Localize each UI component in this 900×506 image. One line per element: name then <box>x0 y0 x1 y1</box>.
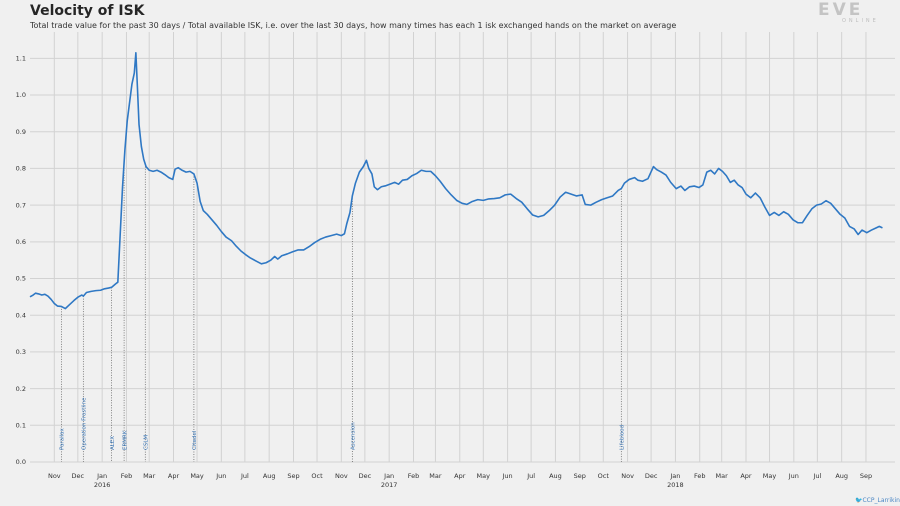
velocity-series-line <box>29 52 883 310</box>
event-label: Operation Frostline <box>82 397 88 450</box>
event-label: CSLM <box>143 435 149 450</box>
x-tick-label: Aug <box>549 472 562 480</box>
x-tick-label: Jul <box>240 472 249 480</box>
x-tick-label: Apr <box>454 472 466 480</box>
eve-online-logo: EVE <box>818 0 864 20</box>
x-tick-label: Jan <box>669 472 680 480</box>
x-tick-label: Jan <box>383 472 394 480</box>
x-tick-label: May <box>763 472 777 480</box>
x-tick-label: Feb <box>121 472 133 480</box>
y-tick-label: 0.2 <box>16 385 26 393</box>
event-label: Parallax <box>60 428 66 450</box>
x-tick-label: Apr <box>168 472 180 480</box>
author-credit-text: CCP_Larrikin <box>862 497 900 504</box>
y-tick-label: 1.0 <box>16 91 26 99</box>
x-tick-label: Nov <box>621 472 634 480</box>
x-tick-label: Jun <box>788 472 799 480</box>
x-tick-label: Mar <box>143 472 156 480</box>
y-tick-label: 0.1 <box>16 422 26 430</box>
y-tick-label: 0.8 <box>16 165 26 173</box>
x-tick-label: Oct <box>311 472 323 480</box>
x-tick-label: Jun <box>502 472 513 480</box>
y-tick-label: 0.9 <box>16 128 26 136</box>
x-tick-label: Sep <box>574 472 586 480</box>
x-tick-label: Dec <box>645 472 658 480</box>
x-year-label: 2017 <box>381 481 398 489</box>
event-label: Lifeblood <box>620 425 626 450</box>
event-label: Citadel <box>192 430 198 450</box>
eve-online-logo-subtext: ONLINE <box>842 18 879 24</box>
x-year-label: 2018 <box>667 481 684 489</box>
y-tick-label: 0.0 <box>16 458 26 466</box>
x-tick-label: Jan <box>96 472 107 480</box>
x-tick-label: Jun <box>215 472 226 480</box>
x-tick-label: Oct <box>598 472 610 480</box>
event-label: ERMRK <box>122 430 128 450</box>
event-label: ALEX <box>110 436 116 450</box>
x-tick-label: Feb <box>694 472 706 480</box>
author-credit: 🐦CCP_Larrikin <box>855 497 900 504</box>
chart-subtitle: Total trade value for the past 30 days /… <box>30 21 677 30</box>
x-tick-label: Sep <box>860 472 872 480</box>
x-year-label: 2016 <box>94 481 111 489</box>
y-tick-label: 0.3 <box>16 348 26 356</box>
x-tick-label: Mar <box>716 472 729 480</box>
y-tick-label: 0.6 <box>16 238 26 246</box>
x-tick-label: Feb <box>408 472 420 480</box>
x-tick-label: Aug <box>835 472 848 480</box>
y-tick-label: 1.1 <box>16 55 26 63</box>
horizontal-grid <box>30 57 895 463</box>
series-layer <box>29 52 883 310</box>
x-tick-label: Nov <box>335 472 348 480</box>
y-axis: 0.0 0.1 0.2 0.3 0.4 0.5 0.6 0.7 0.8 0.9 1.0 1.1 <box>16 55 26 467</box>
event-label: Ascension <box>351 422 357 450</box>
x-tick-label: May <box>477 472 491 480</box>
x-tick-label: Mar <box>429 472 442 480</box>
x-tick-label: Jul <box>526 472 535 480</box>
y-tick-label: 0.5 <box>16 275 26 283</box>
x-tick-label: Aug <box>263 472 276 480</box>
x-tick-label: Apr <box>740 472 752 480</box>
x-tick-label: Nov <box>48 472 61 480</box>
chart-title: Velocity of ISK <box>30 3 145 19</box>
x-tick-label: Dec <box>359 472 372 480</box>
x-tick-label: May <box>190 472 204 480</box>
y-tick-label: 0.7 <box>16 201 26 209</box>
twitter-icon: 🐦 <box>855 497 863 504</box>
x-tick-label: Jul <box>812 472 821 480</box>
event-markers: Parallax Operation Frostline ALEX ERMRK CSLM… <box>60 162 626 462</box>
x-tick-label: Dec <box>72 472 85 480</box>
vertical-grid <box>53 32 867 462</box>
y-tick-label: 0.4 <box>16 311 26 319</box>
x-tick-label: Sep <box>287 472 299 480</box>
